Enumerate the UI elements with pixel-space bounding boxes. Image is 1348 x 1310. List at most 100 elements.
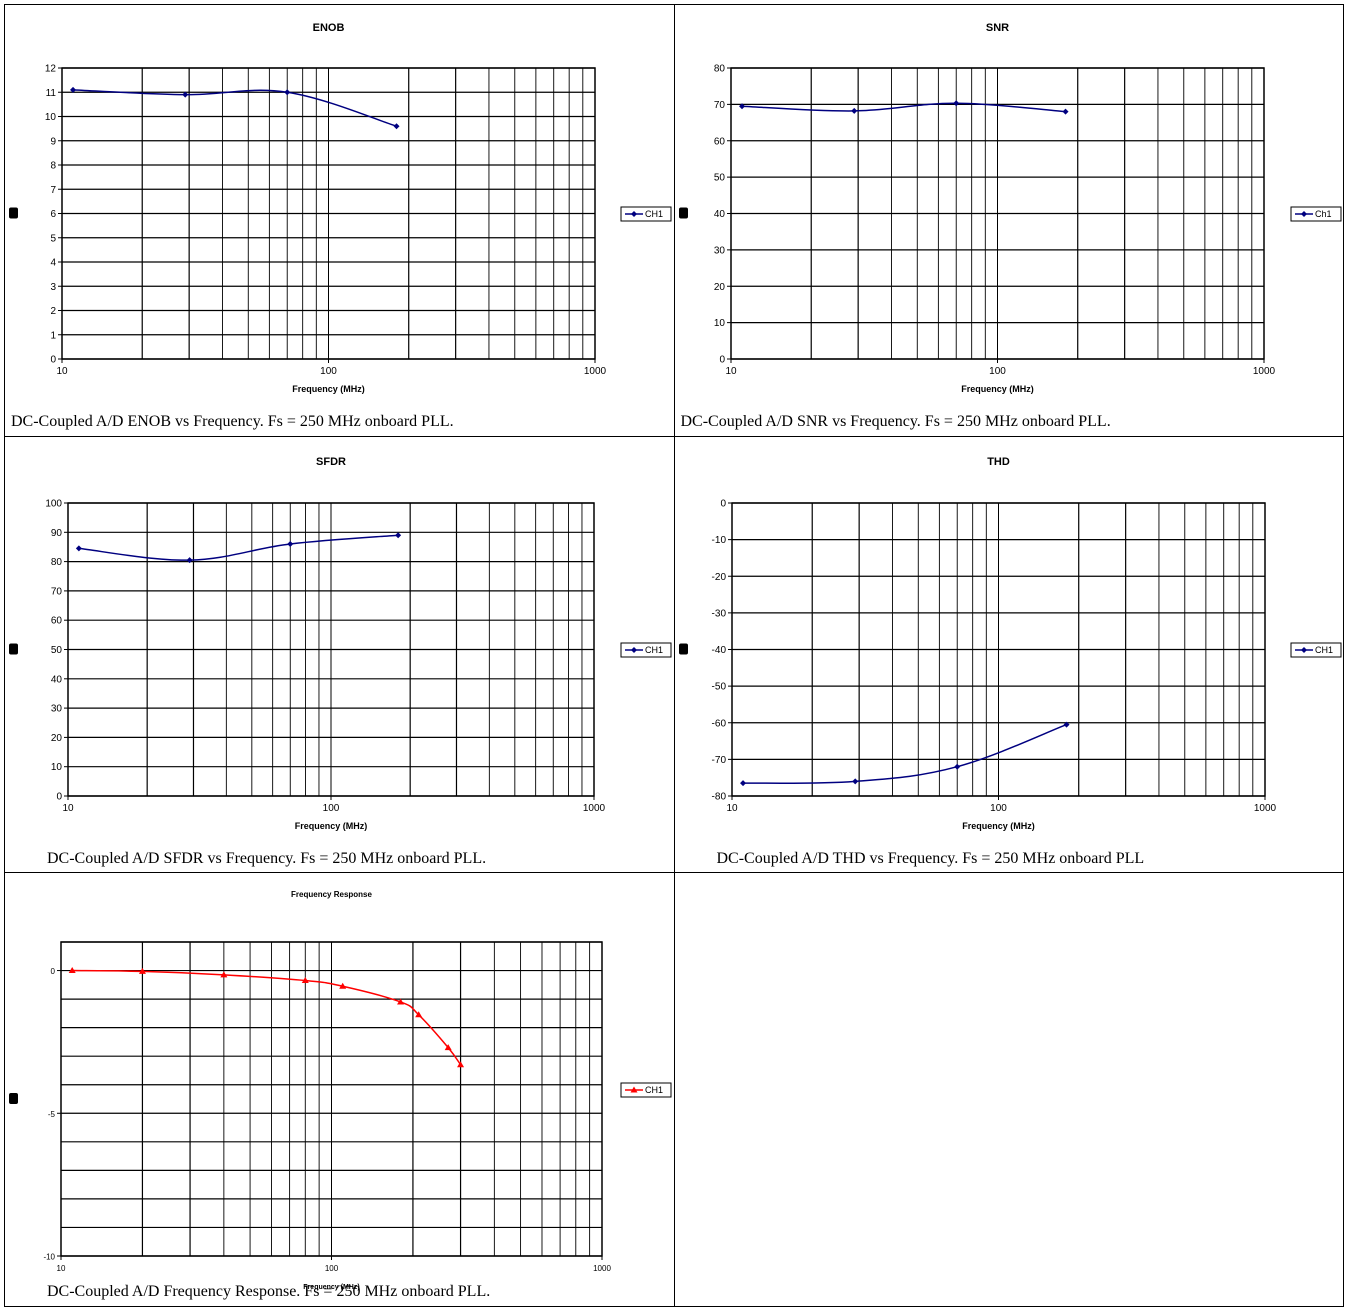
legend-label: CH1 [645,1085,663,1095]
chart-title: THD [987,456,1010,468]
panel-sfdr: SFDR 0 10 20 30 40 50 60 70 80 90 100 10 100 1000 Frequ… [4,436,675,873]
y-tick-label: -60 [711,718,726,729]
series-line [78,534,399,561]
panel-enob: ENOB 0 1 2 3 4 5 6 7 8 9 10 11 12 10 100 1000 Frequency (… [4,4,675,437]
x-axis-label: Frequency (MHz) [295,821,368,831]
chart-title: SNR [985,22,1008,34]
legend-box [620,642,672,658]
y-tick-label: -20 [711,572,726,583]
x-tick-label: 100 [989,366,1006,377]
y-tick-label: 3 [50,282,56,293]
chart-title: ENOB [313,22,345,34]
data-point [738,103,745,110]
panel-empty [673,872,1344,1307]
x-tick-label: 1000 [584,366,607,377]
y-tick-label: 90 [51,528,63,539]
y-tick-label: 0 [720,499,726,510]
x-tick-label: 10 [56,366,68,377]
data-point [182,91,189,98]
y-tick-label: 0 [51,967,56,976]
data-point [70,86,77,93]
y-tick-label: 60 [51,616,63,627]
x-tick-label: 100 [325,1264,339,1273]
y-tick-label: 10 [51,762,63,773]
data-point [395,532,402,539]
data-point [415,1011,423,1018]
chart-3: THD -80 -70 -60 -50 -40 -30 -20 -10 0 10 100 1000 Fre… [678,456,1341,831]
chart-caption: DC-Coupled A/D Frequency Response. Fs = … [47,1283,491,1300]
y-tick-label: 0 [56,792,62,803]
x-tick-label: 100 [320,366,337,377]
y-tick-label: 0 [50,355,56,366]
x-tick-label: 1000 [1253,803,1276,814]
legend-label: CH1 [1315,645,1333,655]
x-tick-label: 10 [726,803,738,814]
y-tick-label: 40 [51,674,63,685]
legend-marker [631,647,637,653]
data-point [138,967,146,974]
y-tick-label: -30 [711,608,726,619]
chart-title: SFDR [316,456,346,468]
chart-caption: DC-Coupled A/D SFDR vs Frequency. Fs = 2… [47,850,487,867]
y-tick-label: 70 [51,586,63,597]
y-tick-label: -10 [43,1253,55,1262]
y-tick-label: -10 [711,535,726,546]
series-line [742,723,1067,785]
series-line [741,102,1066,113]
y-tick-label: -5 [48,1110,56,1119]
chart-title: Frequency Response [291,890,372,899]
y-tick-label: 100 [45,499,62,510]
data-point [301,977,309,984]
y-tick-label: -40 [711,645,726,656]
y-tick-label: 10 [45,112,57,123]
data-point [850,107,857,114]
legend-box [620,206,672,222]
data-point [220,971,228,978]
y-tick-label: 8 [50,161,56,172]
x-axis-label: Frequency (MHz) [962,821,1035,831]
x-axis-label: Frequency (MHz) [961,384,1034,394]
series-line [72,89,397,127]
legend-box [1290,206,1341,222]
y-tick-label: -50 [711,682,726,693]
x-tick-label: 1000 [593,1264,611,1273]
y-tick-label: -80 [711,792,726,803]
legend-box [620,1082,672,1098]
x-tick-label: 10 [62,803,74,814]
y-tick-label: 6 [50,209,56,220]
y-tick-label: 11 [46,88,57,99]
y-tick-label: 50 [713,173,725,184]
x-axis-label: Frequency (MHz) [303,1284,359,1291]
x-tick-label: 1000 [583,803,606,814]
y-tick-label: 40 [713,209,725,220]
panel-frequency-response: Frequency Response -10 -5 0 10 100 1000 Frequen… [4,872,675,1307]
x-tick-label: 100 [323,803,340,814]
y-tick-label: 20 [713,282,725,293]
data-point [393,123,400,130]
legend-label: CH1 [645,645,663,655]
data-point [68,967,76,974]
legend-label: CH1 [645,209,663,219]
data-point [339,982,347,989]
y-tick-label: 2 [50,306,56,317]
legend-marker [1300,647,1307,653]
y-tick-label: 80 [51,557,63,568]
y-tick-label: 7 [50,185,56,196]
chart-caption: DC-Coupled A/D SNR vs Frequency. Fs = 25… [680,413,1111,430]
panel-snr: SNR 0 10 20 30 40 50 60 70 80 10 100 1000 Frequency (… [673,4,1344,437]
y-tick-label: 60 [713,136,725,147]
y-tick-label: 10 [713,318,725,329]
y-tick-label: 50 [51,645,63,656]
legend-label: Ch1 [1315,209,1332,219]
y-tick-label: 30 [713,245,725,256]
data-point [186,557,193,564]
chart-caption: DC-Coupled A/D ENOB vs Frequency. Fs = 2… [11,413,454,430]
y-tick-label: 80 [713,64,725,75]
x-tick-label: 100 [990,803,1007,814]
y-tick-label: 4 [50,258,56,269]
data-point [444,1044,452,1051]
data-point [75,545,82,552]
x-tick-label: 10 [725,366,737,377]
